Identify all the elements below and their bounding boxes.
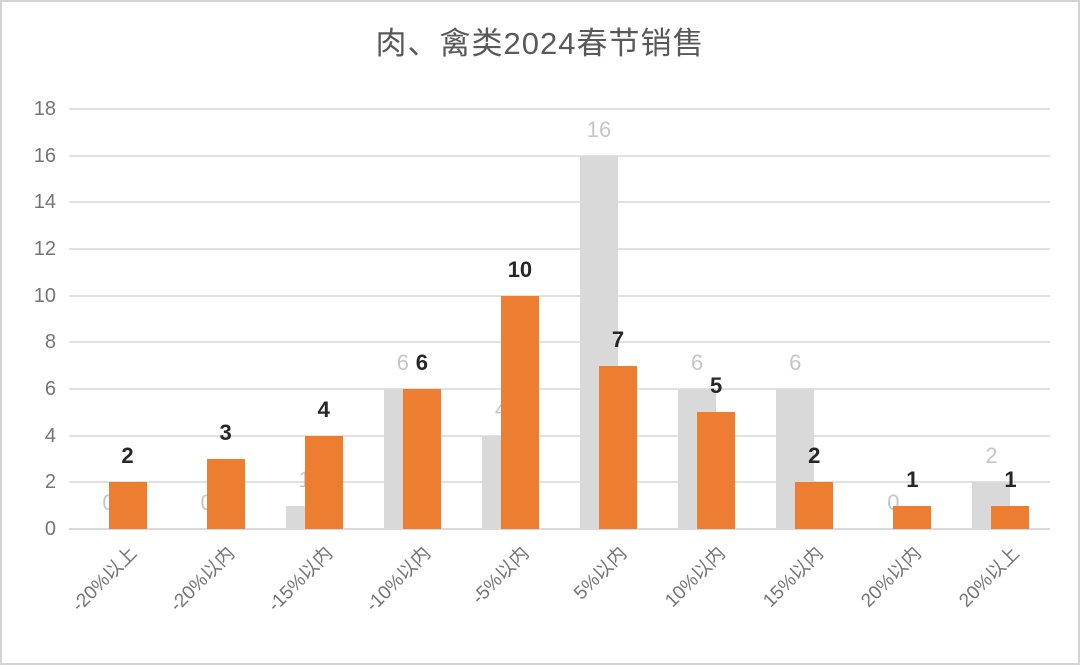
y-axis-tick-label: 16 [33, 144, 56, 167]
bar-orange-series [795, 482, 834, 529]
x-axis-tick-label: 15%以内 [758, 543, 828, 612]
data-label-gray-series: 2 [985, 443, 998, 468]
data-label-gray-series: 16 [586, 117, 612, 142]
data-label-gray-series: 6 [691, 350, 704, 375]
y-axis-tick-label: 10 [33, 284, 56, 307]
bar-orange-series [991, 506, 1030, 529]
chart-title: 肉、禽类2024春节销售 [375, 26, 705, 61]
bar-orange-series [500, 296, 539, 529]
y-axis-tick-label: 12 [33, 238, 56, 260]
y-axis-tick-label: 2 [44, 471, 56, 494]
data-label-orange-series: 1 [906, 467, 919, 492]
bar-orange-series [304, 436, 343, 529]
data-label-orange-series: 5 [710, 373, 723, 398]
data-label-orange-series: 2 [808, 443, 821, 468]
y-axis-tick-label: 18 [33, 98, 56, 120]
gridline [69, 388, 1050, 390]
y-axis-tick-label: 0 [44, 518, 56, 540]
gridline [69, 248, 1050, 250]
data-label-orange-series: 10 [507, 257, 533, 282]
y-axis-tick-label: 4 [44, 424, 56, 447]
x-axis-tick-label: -10%以内 [362, 543, 436, 617]
data-label-orange-series: 2 [121, 443, 134, 468]
y-axis-tick-label: 14 [33, 191, 56, 214]
data-label-orange-series: 7 [611, 327, 625, 352]
bar-orange-series [893, 506, 932, 529]
x-axis-tick-label: -5%以内 [467, 543, 534, 609]
x-axis-tick-label: 10%以内 [660, 543, 730, 612]
data-label-orange-series: 4 [317, 397, 330, 422]
bar-orange-series [697, 412, 736, 529]
data-label-orange-series: 6 [415, 350, 428, 375]
x-axis-tick-label: 20%以上 [955, 543, 1024, 612]
data-label-gray-series: 6 [396, 350, 409, 375]
bar-orange-series [402, 389, 441, 529]
gridline [69, 481, 1050, 484]
data-label-orange-series: 1 [1004, 467, 1017, 492]
plot-area: 02468101214161802-20%以上03-20%以内14-15%以内6… [34, 98, 1050, 616]
data-label-orange-series: 3 [219, 420, 232, 445]
x-axis-tick-label: -20%以内 [165, 543, 240, 617]
gridline [69, 201, 1050, 204]
x-axis-tick-label: 5%以内 [570, 543, 632, 605]
gridline [69, 108, 1050, 110]
gridline [69, 434, 1050, 437]
bar-orange-series [108, 482, 147, 529]
y-axis-tick-label: 8 [44, 331, 56, 354]
data-label-gray-series: 6 [789, 350, 802, 375]
gridline [69, 528, 1050, 530]
bar-orange-series [206, 459, 245, 529]
gridline [69, 154, 1050, 157]
x-axis-tick-label: 20%以内 [857, 543, 926, 612]
gridline [69, 294, 1050, 297]
gridline [69, 341, 1050, 344]
x-axis-tick-label: -15%以内 [264, 543, 338, 617]
y-axis-tick-label: 6 [44, 378, 56, 400]
bar-orange-series [599, 366, 638, 529]
x-axis-tick-label: -20%以上 [67, 543, 141, 617]
